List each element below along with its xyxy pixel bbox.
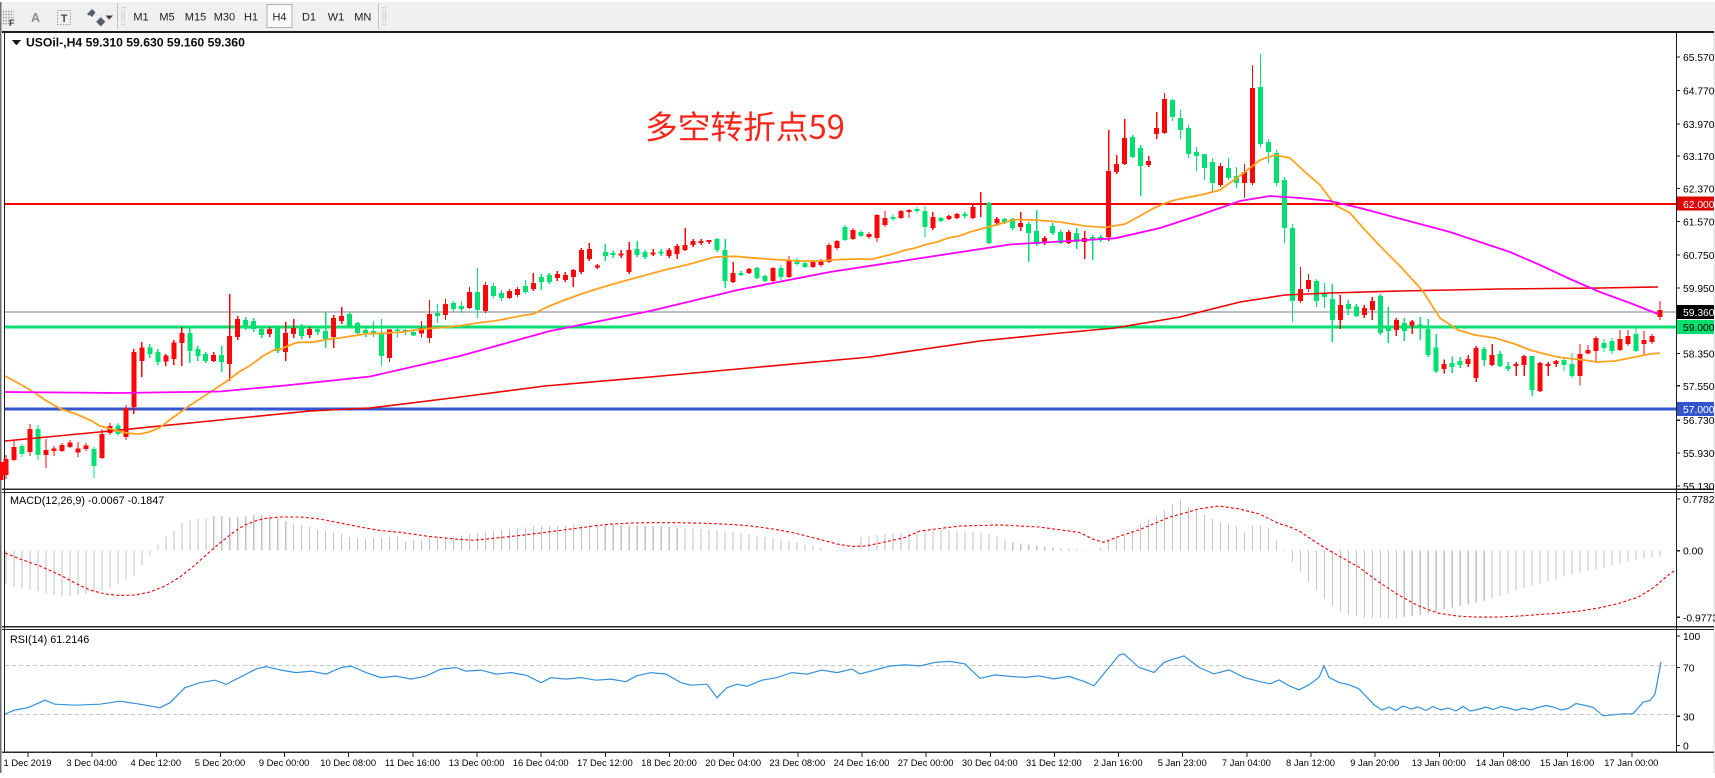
svg-text:30 Dec 04:00: 30 Dec 04:00 bbox=[962, 757, 1018, 768]
svg-text:59.000: 59.000 bbox=[1683, 323, 1715, 334]
svg-text:RSI(14) 61.2146: RSI(14) 61.2146 bbox=[10, 634, 89, 646]
svg-text:11 Dec 16:00: 11 Dec 16:00 bbox=[385, 757, 440, 768]
svg-text:A: A bbox=[31, 11, 40, 25]
svg-text:60.750: 60.750 bbox=[1683, 251, 1715, 262]
svg-text:9 Dec 00:00: 9 Dec 00:00 bbox=[259, 757, 310, 768]
svg-text:57.550: 57.550 bbox=[1683, 382, 1715, 393]
svg-text:15 Jan 16:00: 15 Jan 16:00 bbox=[1540, 757, 1594, 768]
svg-text:M30: M30 bbox=[214, 12, 235, 24]
svg-text:65.570: 65.570 bbox=[1683, 53, 1715, 64]
svg-text:59.360: 59.360 bbox=[1683, 308, 1715, 319]
svg-text:17 Jan 00:00: 17 Jan 00:00 bbox=[1604, 757, 1658, 768]
svg-text:100: 100 bbox=[1683, 632, 1700, 643]
svg-text:58.350: 58.350 bbox=[1683, 350, 1715, 361]
svg-text:13 Dec 00:00: 13 Dec 00:00 bbox=[449, 757, 505, 768]
svg-text:0.00: 0.00 bbox=[1683, 547, 1703, 558]
svg-text:M15: M15 bbox=[185, 12, 206, 24]
svg-text:63.970: 63.970 bbox=[1683, 120, 1715, 131]
svg-text:61.570: 61.570 bbox=[1683, 217, 1715, 228]
svg-text:27 Dec 00:00: 27 Dec 00:00 bbox=[898, 757, 954, 768]
svg-text:M5: M5 bbox=[159, 12, 174, 24]
svg-text:W1: W1 bbox=[328, 12, 345, 24]
svg-text:10 Dec 08:00: 10 Dec 08:00 bbox=[320, 757, 376, 768]
svg-text:30: 30 bbox=[1683, 712, 1695, 723]
svg-text:70: 70 bbox=[1683, 664, 1695, 675]
svg-text:2 Jan 16:00: 2 Jan 16:00 bbox=[1094, 757, 1143, 768]
svg-text:7 Jan 04:00: 7 Jan 04:00 bbox=[1222, 757, 1271, 768]
svg-text:64.770: 64.770 bbox=[1683, 87, 1715, 98]
svg-text:13 Jan 00:00: 13 Jan 00:00 bbox=[1412, 757, 1466, 768]
svg-text:20 Dec 04:00: 20 Dec 04:00 bbox=[705, 757, 761, 768]
svg-text:5 Dec 20:00: 5 Dec 20:00 bbox=[195, 757, 246, 768]
svg-text:31 Dec 12:00: 31 Dec 12:00 bbox=[1026, 757, 1082, 768]
svg-text:16 Dec 04:00: 16 Dec 04:00 bbox=[513, 757, 569, 768]
svg-text:1 Dec 2019: 1 Dec 2019 bbox=[4, 757, 52, 768]
svg-text:8 Jan 12:00: 8 Jan 12:00 bbox=[1286, 757, 1335, 768]
svg-text:18 Dec 20:00: 18 Dec 20:00 bbox=[641, 757, 697, 768]
svg-text:4 Dec 12:00: 4 Dec 12:00 bbox=[131, 757, 182, 768]
svg-text:9 Jan 20:00: 9 Jan 20:00 bbox=[1350, 757, 1399, 768]
svg-text:M1: M1 bbox=[133, 12, 148, 24]
svg-text:55.130: 55.130 bbox=[1683, 482, 1715, 493]
svg-text:62.000: 62.000 bbox=[1683, 200, 1715, 211]
svg-text:62.370: 62.370 bbox=[1683, 185, 1715, 196]
svg-text:0: 0 bbox=[1683, 742, 1689, 753]
svg-text:H1: H1 bbox=[244, 12, 258, 24]
svg-text:MACD(12,26,9) -0.0067 -0.1847: MACD(12,26,9) -0.0067 -0.1847 bbox=[10, 495, 164, 507]
svg-text:63.170: 63.170 bbox=[1683, 152, 1715, 163]
svg-text:0.7782: 0.7782 bbox=[1683, 495, 1715, 506]
svg-text:-0.9773: -0.9773 bbox=[1683, 613, 1715, 624]
svg-text:59.950: 59.950 bbox=[1683, 284, 1715, 295]
svg-text:57.000: 57.000 bbox=[1683, 405, 1715, 416]
svg-text:F: F bbox=[9, 18, 15, 28]
svg-text:23 Dec 08:00: 23 Dec 08:00 bbox=[769, 757, 825, 768]
svg-text:MN: MN bbox=[354, 12, 371, 24]
svg-text:USOil-,H4 59.310 59.630 59.16: USOil-,H4 59.310 59.630 59.160 59.360 bbox=[26, 36, 245, 50]
svg-text:56.730: 56.730 bbox=[1683, 416, 1715, 427]
svg-text:17 Dec 12:00: 17 Dec 12:00 bbox=[577, 757, 633, 768]
svg-text:3 Dec 04:00: 3 Dec 04:00 bbox=[66, 757, 117, 768]
svg-text:H4: H4 bbox=[272, 12, 286, 24]
svg-text:D1: D1 bbox=[302, 12, 316, 24]
svg-text:55.930: 55.930 bbox=[1683, 449, 1715, 460]
svg-text:5 Jan 23:00: 5 Jan 23:00 bbox=[1158, 757, 1207, 768]
svg-text:T: T bbox=[61, 13, 68, 25]
svg-text:24 Dec 16:00: 24 Dec 16:00 bbox=[834, 757, 890, 768]
svg-text:14 Jan 08:00: 14 Jan 08:00 bbox=[1476, 757, 1530, 768]
